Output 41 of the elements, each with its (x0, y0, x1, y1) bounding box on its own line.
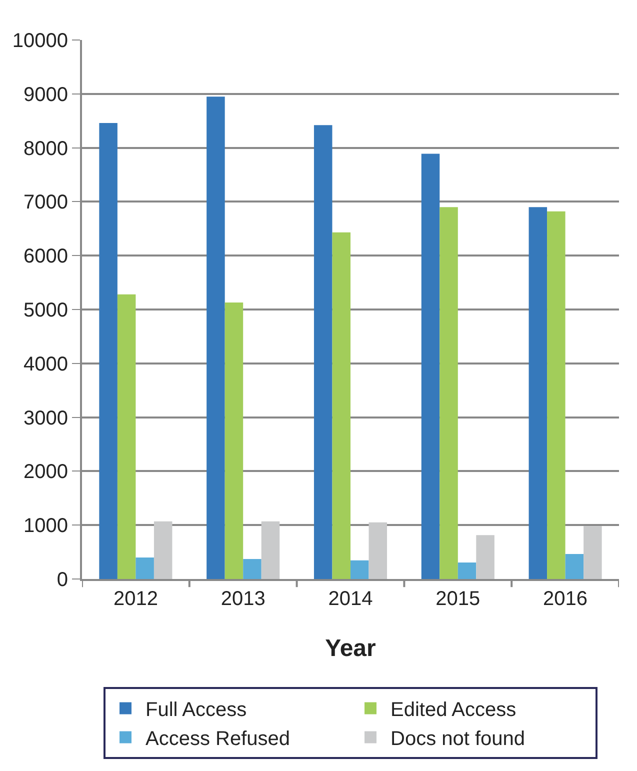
bar (547, 211, 566, 579)
bar (243, 559, 262, 579)
legend-label: Docs not found (390, 728, 526, 750)
bar (584, 526, 602, 579)
y-tick-label: 2000 (24, 461, 68, 484)
bar (565, 554, 584, 579)
legend-label: Edited Access (390, 699, 516, 722)
bar (458, 562, 476, 579)
bar (332, 232, 350, 579)
y-tick-label: 3000 (24, 407, 68, 430)
y-tick-label: 0 (56, 569, 68, 591)
y-tick-label: 10000 (12, 30, 68, 52)
legend-label: Full Access (146, 699, 247, 722)
bar (368, 522, 388, 579)
bar (421, 154, 440, 579)
x-axis-title: Year (325, 634, 376, 662)
y-tick-label: 9000 (24, 84, 68, 106)
bar (117, 294, 136, 579)
bar (261, 521, 280, 579)
bar (350, 560, 369, 579)
x-tick-label: 2012 (113, 588, 158, 610)
bar (136, 557, 154, 579)
y-tick-label: 8000 (24, 138, 68, 160)
x-tick-label: 2013 (220, 588, 266, 610)
bar (224, 302, 244, 579)
y-tick-label: 7000 (24, 192, 68, 214)
bar (440, 207, 458, 579)
bar (528, 207, 548, 579)
bar (476, 535, 494, 579)
legend-label: Access Refused (146, 728, 290, 750)
bar (154, 521, 172, 579)
y-tick-label: 5000 (24, 300, 68, 322)
y-tick-label: 4000 (24, 353, 68, 376)
bar (314, 125, 332, 579)
bar (206, 96, 225, 579)
bar (99, 123, 118, 579)
x-tick-label: 2015 (436, 588, 480, 610)
y-tick-label: 1000 (24, 515, 68, 538)
x-tick-label: 2014 (328, 588, 373, 610)
x-tick-label: 2016 (543, 588, 588, 610)
y-tick-label: 6000 (24, 246, 68, 268)
